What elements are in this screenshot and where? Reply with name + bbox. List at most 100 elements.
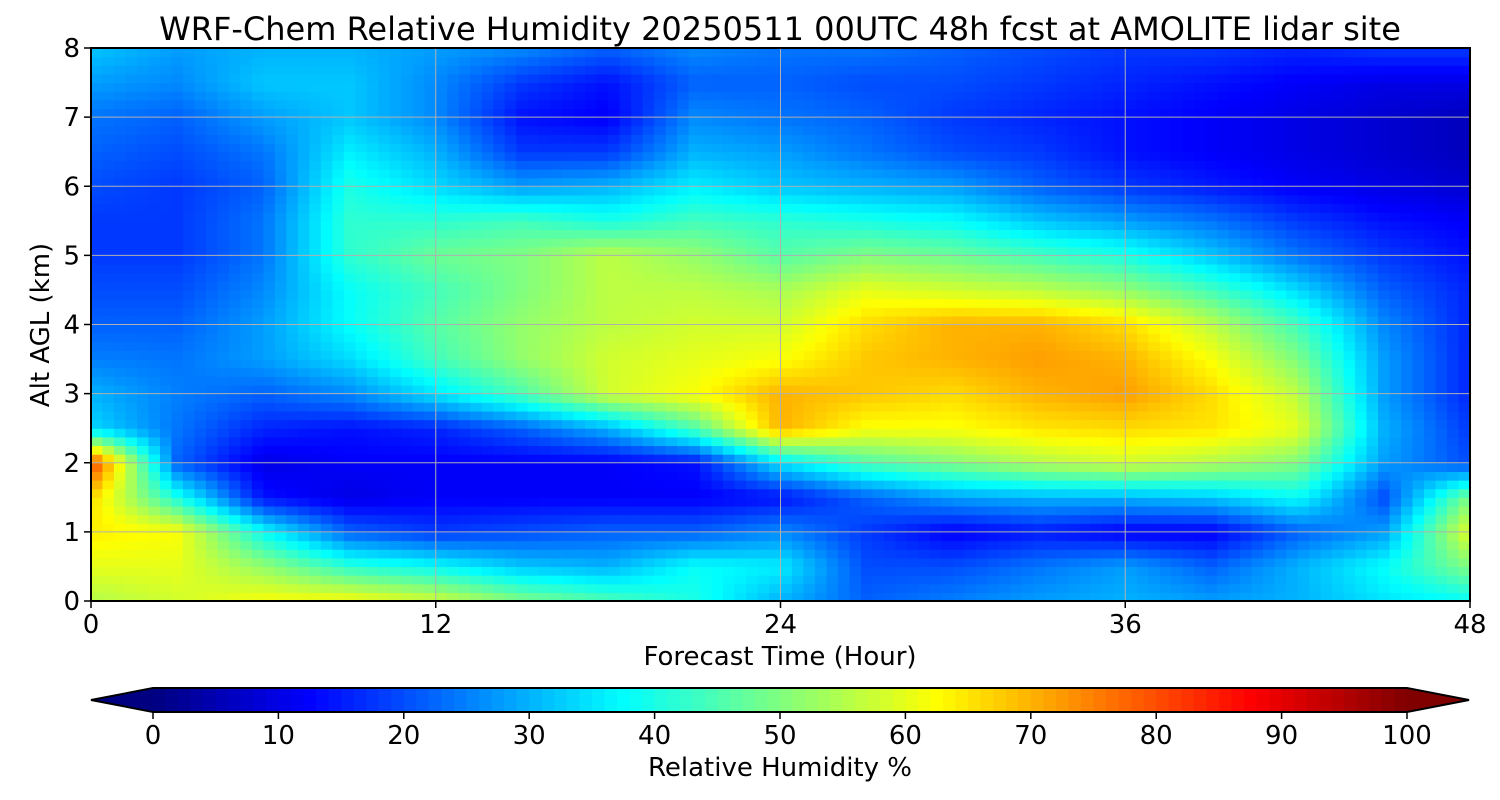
heatmap-cell: [424, 575, 437, 585]
heatmap-cell: [527, 419, 540, 429]
heatmap-cell: [102, 523, 115, 533]
heatmap-cell: [642, 333, 655, 343]
heatmap-cell: [389, 454, 402, 464]
heatmap-cell: [435, 393, 448, 403]
heatmap-cell: [1033, 497, 1046, 507]
heatmap-cell: [159, 376, 173, 386]
heatmap-cell: [700, 566, 713, 576]
heatmap-cell: [585, 419, 598, 429]
heatmap-cell: [918, 376, 931, 386]
heatmap-cell: [113, 298, 127, 308]
heatmap-cell: [125, 315, 138, 326]
heatmap-cell: [424, 307, 437, 317]
heatmap-cell: [665, 445, 678, 455]
heatmap-cell: [1274, 523, 1287, 533]
heatmap-cell: [205, 255, 219, 265]
heatmap-cell: [1458, 281, 1471, 291]
heatmap-cell: [1205, 315, 1218, 326]
heatmap-cell: [148, 566, 161, 576]
heatmap-cell: [723, 419, 736, 429]
heatmap-cell: [1389, 393, 1402, 403]
heatmap-cell: [619, 445, 632, 455]
heatmap-cell: [791, 471, 805, 481]
heatmap-cell: [102, 410, 115, 421]
heatmap-cell: [424, 523, 437, 533]
heatmap-cell: [1044, 445, 1057, 455]
heatmap-cell: [251, 272, 264, 282]
heatmap-cell: [688, 341, 701, 352]
heatmap-cell: [91, 445, 104, 455]
heatmap-cell: [412, 341, 425, 352]
heatmap-cell: [228, 307, 241, 317]
heatmap-cell: [562, 436, 575, 447]
heatmap-cell: [343, 549, 356, 559]
heatmap-cell: [631, 436, 644, 447]
heatmap-cell: [1033, 289, 1046, 300]
heatmap-cell: [470, 367, 483, 377]
heatmap-cell: [516, 324, 529, 334]
heatmap-cell: [217, 419, 230, 429]
heatmap-cell: [1366, 462, 1379, 472]
heatmap-cell: [378, 471, 391, 481]
heatmap-cell: [929, 289, 942, 300]
heatmap-cell: [1332, 376, 1345, 386]
heatmap-cell: [918, 333, 931, 343]
heatmap-cell: [389, 471, 402, 481]
heatmap-cell: [573, 436, 586, 447]
heatmap-cell: [1148, 531, 1161, 542]
heatmap-cell: [608, 307, 621, 317]
heatmap-cell: [1309, 307, 1322, 317]
heatmap-cell: [148, 255, 161, 265]
heatmap-cell: [458, 341, 471, 352]
heatmap-cell: [320, 376, 333, 386]
heatmap-cell: [998, 410, 1011, 421]
heatmap-cell: [447, 557, 460, 568]
heatmap-cell: [987, 384, 1000, 395]
heatmap-cell: [1447, 462, 1460, 472]
heatmap-cell: [1343, 384, 1356, 395]
heatmap-cell: [1309, 514, 1322, 524]
heatmap-cell: [1240, 410, 1253, 421]
heatmap-cell: [217, 281, 230, 291]
heatmap-cell: [1090, 289, 1103, 300]
heatmap-cell: [378, 272, 391, 282]
heatmap-cell: [1194, 436, 1207, 447]
heatmap-cell: [814, 272, 828, 282]
heatmap-cell: [1148, 566, 1161, 576]
heatmap-cell: [1343, 488, 1356, 498]
heatmap-cell: [906, 367, 919, 377]
heatmap-cell: [1412, 393, 1425, 403]
heatmap-cell: [1401, 549, 1414, 559]
heatmap-cell: [504, 410, 517, 421]
heatmap-cell: [998, 272, 1011, 282]
heatmap-cell: [769, 592, 782, 602]
heatmap-cell: [1412, 298, 1425, 308]
heatmap-cell: [539, 488, 552, 498]
heatmap-cell: [918, 307, 931, 317]
heatmap-cell: [274, 315, 287, 326]
heatmap-cell: [1125, 575, 1138, 585]
heatmap-cell: [435, 505, 448, 516]
heatmap-cell: [596, 272, 609, 282]
heatmap-cell: [516, 384, 529, 395]
heatmap-cell: [412, 264, 425, 274]
heatmap-cell: [1412, 419, 1425, 429]
heatmap-cell: [1401, 255, 1414, 265]
heatmap-cell: [504, 359, 517, 369]
heatmap-cell: [1033, 445, 1046, 455]
heatmap-cell: [320, 505, 333, 516]
heatmap-cell: [964, 298, 977, 308]
heatmap-cell: [631, 566, 644, 576]
heatmap-cell: [1090, 402, 1103, 412]
heatmap-cell: [1021, 428, 1034, 438]
heatmap-cell: [906, 410, 919, 421]
heatmap-cell: [734, 272, 747, 282]
heatmap-cell: [401, 410, 414, 421]
heatmap-cell: [343, 523, 356, 533]
heatmap-cell: [217, 246, 230, 256]
heatmap-cell: [251, 592, 264, 602]
heatmap-cell: [803, 514, 816, 524]
heatmap-cell: [435, 333, 448, 343]
heatmap-cell: [366, 575, 379, 585]
heatmap-cell: [1447, 359, 1460, 369]
